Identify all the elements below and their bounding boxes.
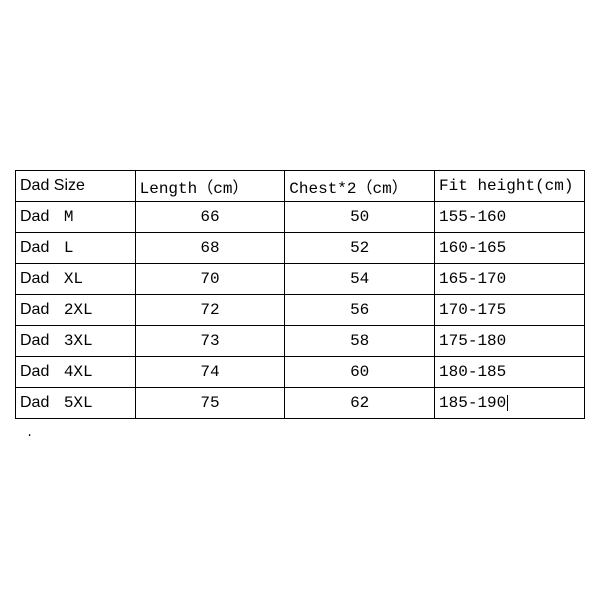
- cell-fit-height: 155-160: [435, 202, 585, 233]
- cell-chest: 62: [285, 388, 435, 419]
- size-label: 2XL: [64, 301, 93, 319]
- size-label: L: [64, 239, 74, 257]
- col-header-fit-height: Fit height(cm): [435, 171, 585, 202]
- cell-chest: 56: [285, 295, 435, 326]
- cell-chest: 58: [285, 326, 435, 357]
- cell-size: Dad 3XL: [16, 326, 136, 357]
- cell-fit-height: 170-175: [435, 295, 585, 326]
- table-row: Dad 3XL 73 58 175-180: [16, 326, 585, 357]
- page: Dad Size Length（cm） Chest*2（cm） Fit heig…: [0, 0, 600, 600]
- size-label: 4XL: [64, 363, 93, 381]
- size-label: XL: [64, 270, 83, 288]
- cell-length: 75: [135, 388, 285, 419]
- cell-size: Dad XL: [16, 264, 136, 295]
- cell-length: 72: [135, 295, 285, 326]
- dad-label: Dad: [20, 301, 49, 318]
- cell-fit-height: 165-170: [435, 264, 585, 295]
- dad-label: Dad: [20, 363, 49, 380]
- cell-length: 66: [135, 202, 285, 233]
- cell-fit-height: 160-165: [435, 233, 585, 264]
- table-row: Dad 5XL 75 62 185-190: [16, 388, 585, 419]
- cell-chest: 60: [285, 357, 435, 388]
- size-label: M: [64, 208, 74, 226]
- cell-length: 74: [135, 357, 285, 388]
- dad-label: Dad: [20, 332, 49, 349]
- cell-length: 73: [135, 326, 285, 357]
- dad-label: Dad: [20, 239, 49, 256]
- size-label: 5XL: [64, 394, 93, 412]
- cell-size: Dad M: [16, 202, 136, 233]
- dad-label: Dad: [20, 394, 49, 411]
- dad-label: Dad: [20, 270, 49, 287]
- cell-chest: 50: [285, 202, 435, 233]
- cell-size: Dad 4XL: [16, 357, 136, 388]
- cell-size: Dad 2XL: [16, 295, 136, 326]
- col-header-chest: Chest*2（cm）: [285, 171, 435, 202]
- table-row: Dad M 66 50 155-160: [16, 202, 585, 233]
- cell-chest: 52: [285, 233, 435, 264]
- col-header-length: Length（cm）: [135, 171, 285, 202]
- stray-mark: .: [26, 426, 33, 440]
- cell-length: 70: [135, 264, 285, 295]
- cell-size: Dad L: [16, 233, 136, 264]
- cell-length: 68: [135, 233, 285, 264]
- cell-fit-height: 185-190: [435, 388, 585, 419]
- dad-label: Dad: [20, 208, 49, 225]
- col-header-size: Dad Size: [16, 171, 136, 202]
- cell-fit-height: 180-185: [435, 357, 585, 388]
- fit-height-value: 185-190: [439, 394, 506, 412]
- table-row: Dad L 68 52 160-165: [16, 233, 585, 264]
- size-label: 3XL: [64, 332, 93, 350]
- table-header-row: Dad Size Length（cm） Chest*2（cm） Fit heig…: [16, 171, 585, 202]
- cell-size: Dad 5XL: [16, 388, 136, 419]
- text-caret: [507, 395, 508, 411]
- size-chart-table: Dad Size Length（cm） Chest*2（cm） Fit heig…: [15, 170, 585, 419]
- table-row: Dad 2XL 72 56 170-175: [16, 295, 585, 326]
- cell-chest: 54: [285, 264, 435, 295]
- cell-fit-height: 175-180: [435, 326, 585, 357]
- table-row: Dad 4XL 74 60 180-185: [16, 357, 585, 388]
- table-row: Dad XL 70 54 165-170: [16, 264, 585, 295]
